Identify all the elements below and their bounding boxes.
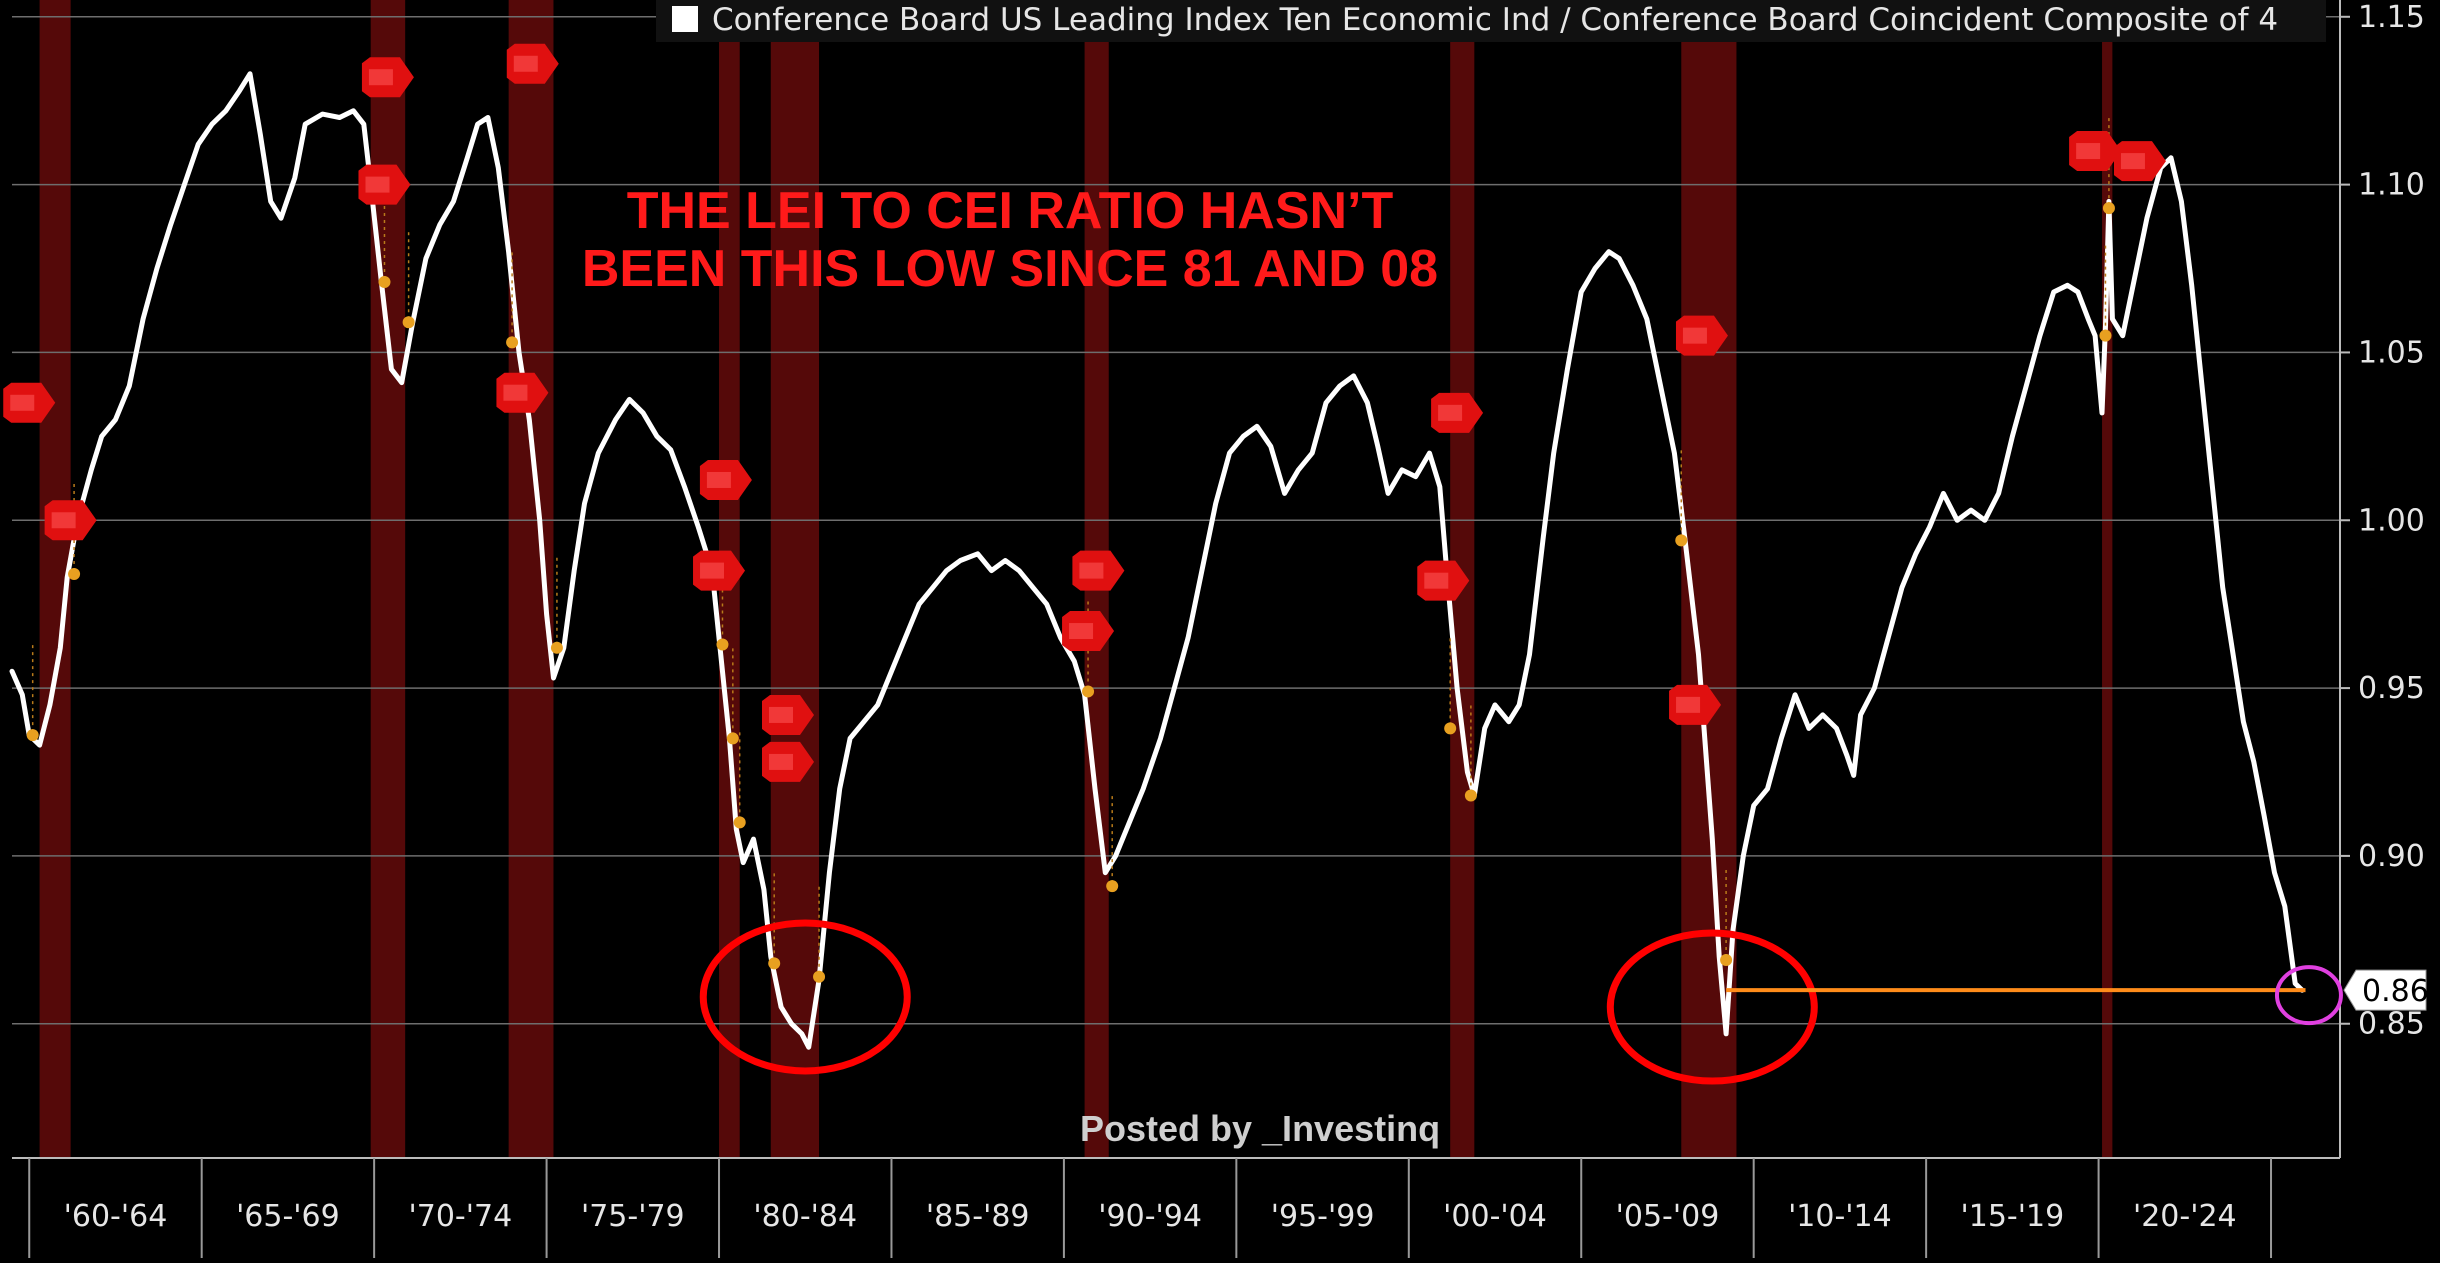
- y-tick-label: 0.90: [2358, 839, 2425, 874]
- data-marker: [2099, 329, 2112, 342]
- last-value-label: 0.86: [2362, 974, 2429, 1009]
- data-marker: [506, 336, 519, 349]
- data-marker: [716, 638, 729, 651]
- watermark: Posted by _Investinq: [1080, 1108, 1441, 1149]
- rec-tag: [1072, 550, 1125, 591]
- data-marker: [26, 729, 39, 742]
- data-marker: [1464, 789, 1477, 802]
- emphasis-circle: [699, 919, 911, 1075]
- last-value-tag: 0.86: [2343, 969, 2429, 1011]
- data-marker: [68, 567, 81, 580]
- rec-tag-glyph: [700, 562, 725, 579]
- rec-tag: [358, 164, 411, 205]
- x-tick-label: '70-'74: [409, 1199, 513, 1234]
- y-tick-label: 0.85: [2358, 1007, 2425, 1042]
- data-marker: [378, 275, 391, 288]
- rec-tag: [1675, 315, 1728, 356]
- rec-tag: [1417, 560, 1470, 601]
- rec-tag-glyph: [1676, 696, 1701, 713]
- y-tick-label: 1.15: [2358, 0, 2425, 35]
- rec-tag: [1062, 611, 1115, 652]
- x-tick-label: '00-'04: [1443, 1199, 1547, 1234]
- y-tick-label: 0.95: [2358, 671, 2425, 706]
- rec-tag-glyph: [2120, 153, 2145, 170]
- legend-swatch: [672, 6, 698, 32]
- rec-tag: [3, 382, 56, 423]
- data-marker: [726, 732, 739, 745]
- data-marker: [402, 316, 415, 329]
- rec-tag: [2113, 141, 2166, 182]
- rec-tag-glyph: [1682, 327, 1707, 344]
- x-tick-label: '75-'79: [581, 1199, 685, 1234]
- y-tick-label: 1.10: [2358, 168, 2425, 203]
- headline-annotation: THE LEI TO CEI RATIO HASN’T BEEN THIS LO…: [581, 182, 1439, 298]
- y-tick-label: 1.05: [2358, 335, 2425, 370]
- series-line: [9, 71, 2305, 1050]
- x-tick-label: '80-'84: [753, 1199, 857, 1234]
- legend: [656, 0, 2326, 42]
- last-value-tag-shape: [2343, 969, 2427, 1011]
- rec-tag: [506, 43, 559, 84]
- rec-tag-glyph: [10, 394, 35, 411]
- rec-tag: [496, 372, 549, 413]
- data-marker: [733, 816, 746, 829]
- data-marker: [1106, 880, 1119, 893]
- rec-tag: [1431, 392, 1484, 433]
- y-tick-label: 1.00: [2358, 503, 2425, 538]
- x-tick-label: '15-'19: [1961, 1199, 2065, 1234]
- rec-tag: [762, 694, 814, 735]
- recession-band: [2102, 0, 2113, 1158]
- x-tick-label: '90-'94: [1098, 1199, 1202, 1234]
- rec-tag-glyph: [1079, 562, 1104, 579]
- data-marker: [550, 641, 563, 654]
- rec-tag-glyph: [769, 753, 793, 770]
- rec-tag-glyph: [503, 384, 528, 401]
- data-marker: [813, 970, 826, 983]
- recession-band: [508, 0, 554, 1158]
- rec-tag: [699, 459, 752, 500]
- data-marker: [1082, 685, 1095, 698]
- rec-tag-glyph: [2076, 143, 2101, 160]
- x-tick-label: '95-'99: [1271, 1199, 1375, 1234]
- rec-tag-glyph: [769, 706, 793, 723]
- x-tick-label: '20-'24: [2133, 1199, 2237, 1234]
- data-marker: [1444, 722, 1457, 735]
- x-tick-label: '85-'89: [926, 1199, 1030, 1234]
- rec-tag-glyph: [1424, 572, 1449, 589]
- rec-tag-glyph: [365, 176, 390, 193]
- current-value-circle: [2274, 965, 2343, 1026]
- rec-tag-glyph: [1069, 623, 1094, 640]
- rec-tag: [1669, 684, 1722, 725]
- data-marker: [1675, 534, 1688, 547]
- rec-tag: [44, 500, 97, 541]
- x-tick-label: '05-'09: [1616, 1199, 1720, 1234]
- rec-tag-glyph: [1438, 404, 1463, 421]
- legend-label: Conference Board US Leading Index Ten Ec…: [712, 2, 2279, 38]
- emphasis-circle: [1606, 929, 1818, 1085]
- rec-tag: [762, 741, 814, 782]
- x-tick-label: '10-'14: [1788, 1199, 1892, 1234]
- data-marker: [768, 957, 781, 970]
- rec-tag-glyph: [51, 512, 76, 529]
- data-marker: [2102, 202, 2115, 215]
- rec-tag: [693, 550, 746, 591]
- x-tick-label: '60-'64: [64, 1199, 168, 1234]
- x-tick-label: '65-'69: [236, 1199, 340, 1234]
- data-marker: [1720, 953, 1733, 966]
- rec-tag: [2069, 131, 2122, 172]
- rec-tag-glyph: [706, 471, 731, 488]
- rec-tag-glyph: [513, 55, 538, 72]
- rec-tag: [361, 57, 414, 98]
- rec-tag-glyph: [368, 69, 393, 86]
